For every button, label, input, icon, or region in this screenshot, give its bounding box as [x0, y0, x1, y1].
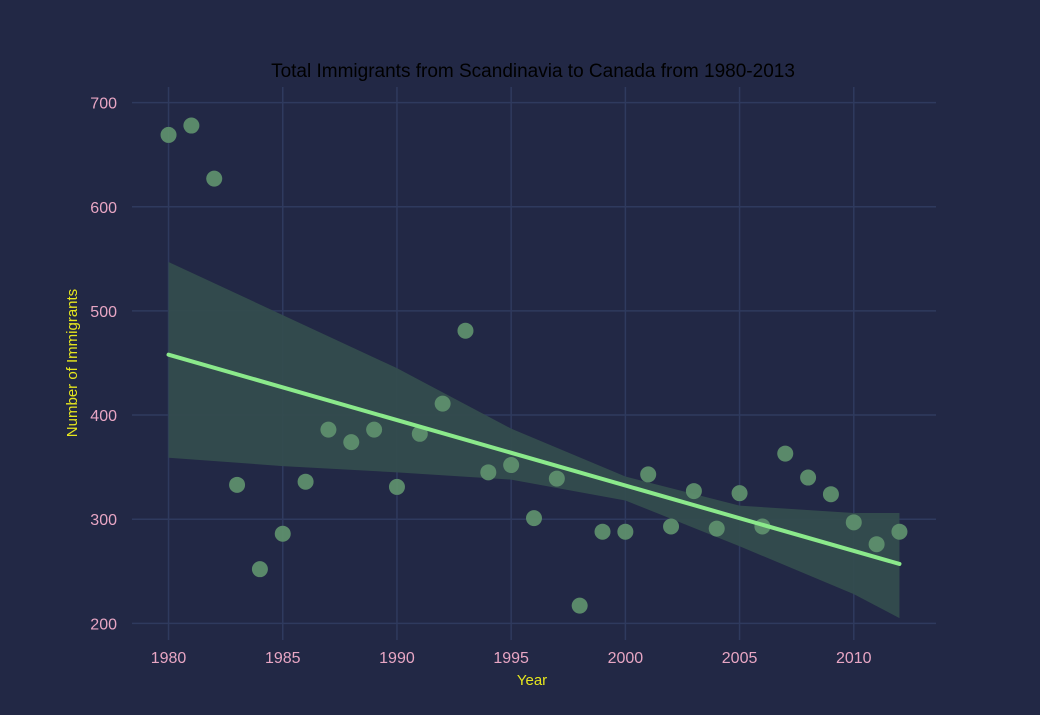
x-tick-label: 1985 [265, 650, 301, 667]
data-point [868, 536, 885, 553]
y-tick-label: 200 [90, 616, 117, 633]
data-point [594, 523, 611, 540]
data-point [320, 421, 337, 438]
data-point [297, 473, 314, 490]
data-point [183, 117, 200, 134]
data-point [845, 514, 862, 531]
data-point [526, 510, 542, 527]
data-point [160, 126, 177, 143]
data-point [457, 322, 474, 339]
data-point [640, 466, 657, 483]
data-point [503, 457, 520, 474]
data-point [731, 485, 748, 502]
x-tick-label: 1990 [379, 650, 415, 667]
data-point [366, 421, 383, 438]
data-point [229, 476, 246, 493]
regression-line [166, 352, 902, 566]
data-point [571, 597, 588, 614]
data-point [822, 486, 839, 503]
y-axis-label: Number of Immigrants [64, 289, 81, 437]
x-tick-label: 1995 [493, 650, 529, 667]
data-point [388, 478, 405, 495]
x-tick-labels: 1980 1985 1990 1995 2000 2005 2010 [151, 650, 872, 667]
data-point [251, 561, 268, 578]
x-tick-label: 2010 [836, 650, 872, 667]
data-point [206, 170, 223, 187]
y-tick-label: 700 [90, 96, 117, 113]
y-tick-label: 600 [90, 200, 117, 217]
data-point [617, 523, 634, 540]
data-point [548, 470, 565, 487]
y-tick-label: 300 [90, 512, 117, 529]
data-points [160, 117, 908, 614]
x-tick-label: 1980 [151, 650, 187, 667]
chart-title: Total Immigrants from Scandinavia to Can… [271, 61, 795, 82]
data-point [663, 518, 680, 535]
data-point [777, 445, 794, 462]
data-point [480, 464, 497, 481]
data-point [343, 434, 360, 451]
x-axis-label: Year [517, 672, 547, 689]
confidence-band [168, 261, 900, 619]
data-point [800, 469, 817, 486]
y-tick-label: 500 [90, 304, 117, 321]
x-tick-label: 2005 [722, 650, 758, 667]
y-tick-labels: 200 300 400 500 600 700 [90, 96, 117, 634]
data-point [708, 520, 725, 537]
x-tick-label: 2000 [608, 650, 644, 667]
y-tick-label: 400 [90, 408, 117, 425]
data-point [274, 525, 291, 542]
data-point [891, 523, 908, 540]
data-point [685, 483, 702, 500]
data-point [434, 395, 451, 412]
